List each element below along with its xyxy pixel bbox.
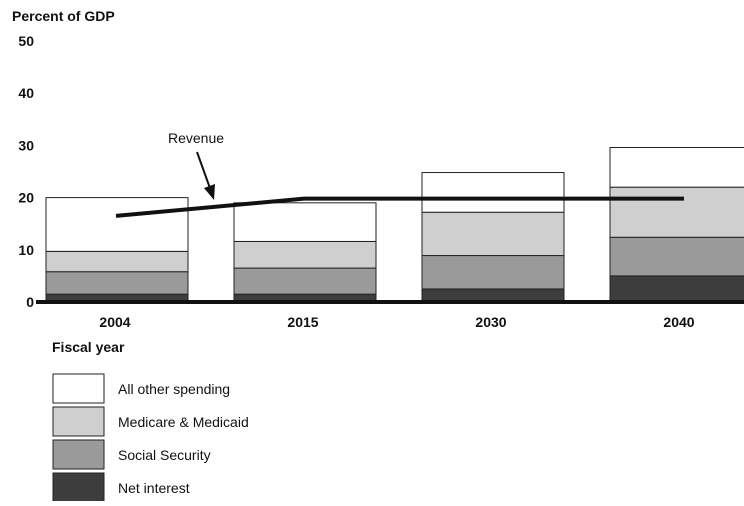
legend-swatch-all-other-spending (52, 373, 105, 404)
x-tick-label-2004: 2004 (99, 314, 130, 330)
bars (45, 146, 744, 303)
bar-segment-medicare-and-medicaid-2040 (609, 186, 744, 238)
y-tick-label: 50 (18, 33, 34, 49)
bar-segment-all-other-spending-2030 (421, 172, 565, 213)
bar-segment-medicare-and-medicaid-2015 (233, 240, 377, 269)
x-axis-ticks: 2004 2015 2030 2040 (99, 314, 694, 330)
x-axis-title: Fiscal year (52, 339, 125, 355)
y-tick-label: 40 (18, 85, 34, 101)
legend-label-all-other-spending: All other spending (118, 381, 230, 397)
y-tick-label: 10 (18, 242, 34, 258)
x-tick-label-2040: 2040 (663, 314, 694, 330)
legend-swatch-medicare-and-medicaid (52, 406, 105, 437)
bar-segment-medicare-and-medicaid-2030 (421, 211, 565, 257)
bar-segment-social-security-2030 (421, 255, 565, 290)
legend-swatch-net-interest (52, 472, 105, 503)
y-axis-ticks: 0 10 20 30 40 50 (18, 33, 34, 310)
bar-segment-all-other-spending-2015 (233, 202, 377, 242)
bar-segment-social-security-2040 (609, 236, 744, 277)
x-tick-label-2015: 2015 (287, 314, 318, 330)
bar-segment-all-other-spending-2004 (45, 197, 189, 252)
bar-segment-all-other-spending-2040 (609, 146, 744, 188)
bar-segment-social-security-2015 (233, 267, 377, 295)
bar-segment-social-security-2004 (45, 271, 189, 295)
y-tick-label: 20 (18, 190, 34, 206)
x-tick-label-2030: 2030 (475, 314, 506, 330)
legend: All other spending Medicare & Medicaid Soc… (52, 373, 249, 503)
y-axis-title: Percent of GDP (12, 8, 115, 24)
revenue-series: Revenue (115, 130, 684, 218)
bar-segment-net-interest-2040 (609, 275, 744, 303)
revenue-line (115, 196, 684, 218)
y-tick-label: 0 (26, 294, 34, 310)
revenue-label: Revenue (168, 130, 224, 146)
y-tick-label: 30 (18, 137, 34, 153)
revenue-arrow-shaft (196, 151, 212, 192)
legend-label-social-security: Social Security (118, 447, 211, 463)
legend-swatch-social-security (52, 439, 105, 470)
revenue-arrow-head (204, 184, 215, 200)
bar-segment-medicare-and-medicaid-2004 (45, 250, 189, 273)
legend-label-net-interest: Net interest (118, 480, 190, 496)
legend-label-medicare-and-medicaid: Medicare & Medicaid (118, 414, 249, 430)
